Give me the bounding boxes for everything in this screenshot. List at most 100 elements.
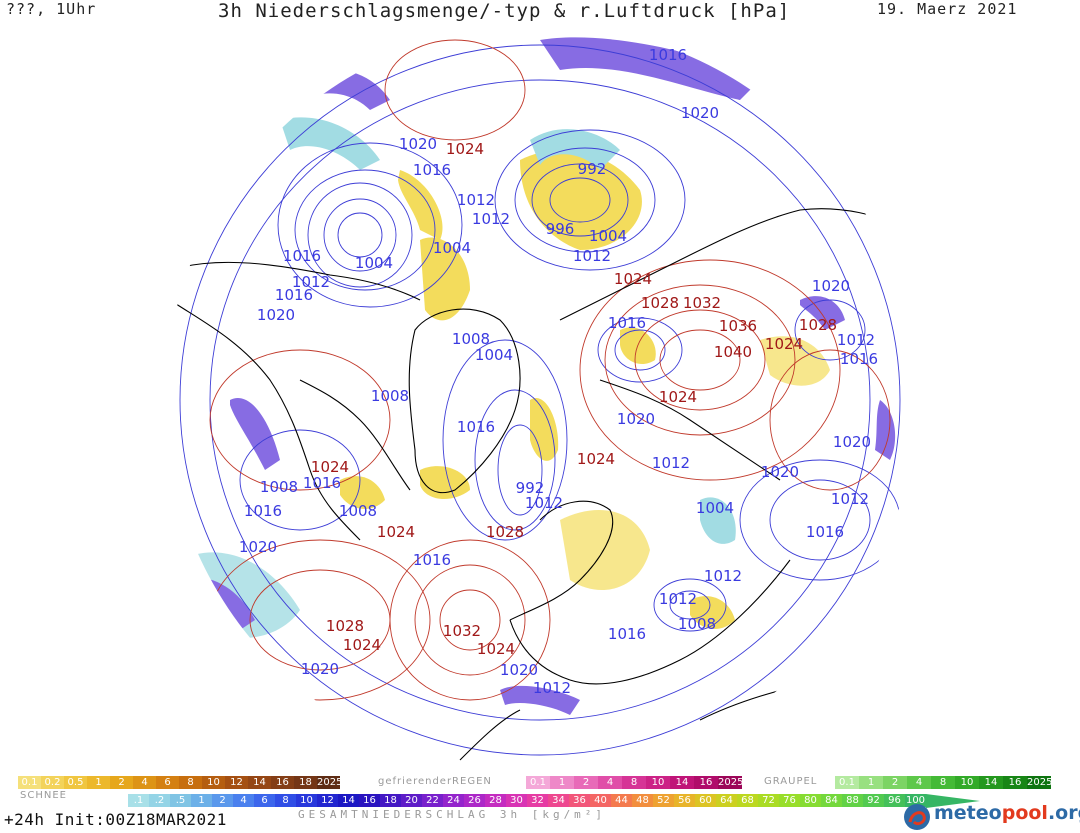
legend-cell: 4 — [233, 794, 254, 807]
legend-cell: 14 — [338, 794, 359, 807]
high-pressure-label: 1032 — [683, 294, 721, 312]
legend-cell: 64 — [716, 794, 737, 807]
legend-cell: 18 — [294, 776, 317, 789]
legend-cell: 2 — [574, 776, 598, 789]
low-pressure-label: 1012 — [457, 191, 495, 209]
legend-cell: 76 — [779, 794, 800, 807]
legend-cell: 18 — [380, 794, 401, 807]
low-pressure-label: 1020 — [399, 135, 437, 153]
high-pressure-label: 1024 — [765, 335, 803, 353]
legend-cell: 12 — [317, 794, 338, 807]
legend-cell: 24 — [443, 794, 464, 807]
meteopool-logo-icon — [904, 804, 930, 830]
legend-cell: 14 — [670, 776, 694, 789]
low-pressure-label: 1008 — [260, 478, 298, 496]
legend-cell: 26 — [464, 794, 485, 807]
legend-cell: .2 — [149, 794, 170, 807]
low-pressure-label: 1004 — [355, 254, 393, 272]
legend-total-scale: .1.2.5 1 2 4 6 8 10 12 14 16 18 20 22 24 26 28 30 32 34 36 4… — [128, 794, 926, 807]
high-pressure-label: 1028 — [641, 294, 679, 312]
low-pressure-label: 1020 — [833, 433, 871, 451]
legend-cell: 22 — [422, 794, 443, 807]
low-pressure-label: 1012 — [525, 494, 563, 512]
low-pressure-label: 992 — [578, 160, 607, 178]
legend-cell: 16 — [694, 776, 718, 789]
legend-cell: 16 — [1003, 776, 1027, 789]
low-pressure-label: 992 — [516, 479, 545, 497]
legend-cell: 32 — [527, 794, 548, 807]
low-pressure-label: 1012 — [659, 590, 697, 608]
low-pressure-label: 1012 — [472, 210, 510, 228]
legend-freezing-rain-tag: gefrierenderREGEN — [378, 776, 492, 787]
low-pressure-label: 1016 — [608, 314, 646, 332]
legend-cell: 40 — [590, 794, 611, 807]
isobar-layer — [179, 39, 901, 756]
low-pressure-label: 1016 — [244, 502, 282, 520]
low-pressure-label: 1020 — [617, 410, 655, 428]
legend-cell: 10 — [955, 776, 979, 789]
low-pressure-label: 1020 — [812, 277, 850, 295]
legend-cell: 6 — [156, 776, 179, 789]
legend-cell: 1 — [550, 776, 574, 789]
meteopool-logo[interactable]: meteopool.org — [900, 800, 1080, 833]
high-pressure-label: 1024 — [614, 270, 652, 288]
legend-cell: 10 — [646, 776, 670, 789]
low-pressure-label: 1012 — [652, 454, 690, 472]
legend-cell: 2025+ — [1027, 776, 1051, 789]
high-pressure-label: 1036 — [719, 317, 757, 335]
high-pressure-label: 1032 — [443, 622, 481, 640]
low-pressure-label: 1004 — [433, 239, 471, 257]
legend-cell: 30 — [506, 794, 527, 807]
low-pressure-label: 1012 — [573, 247, 611, 265]
legend-cell: 2 — [110, 776, 133, 789]
scale-arrow-icon — [926, 794, 980, 808]
legend-graupel-tag: GRAUPEL — [764, 776, 818, 787]
high-pressure-label: 1024 — [343, 636, 381, 654]
legend-cell: 52 — [653, 794, 674, 807]
low-pressure-label: 1008 — [452, 330, 490, 348]
low-pressure-label: 1016 — [303, 474, 341, 492]
low-pressure-label: 1008 — [339, 502, 377, 520]
legend-cell: 80 — [800, 794, 821, 807]
coastline-layer — [169, 208, 911, 761]
legend-cell: 10 — [296, 794, 317, 807]
low-pressure-label: 1012 — [704, 567, 742, 585]
low-pressure-label: 1012 — [533, 679, 571, 697]
legend-cell: 88 — [842, 794, 863, 807]
legend-cell: 68 — [737, 794, 758, 807]
legend-snow-tag: SCHNEE — [20, 790, 67, 801]
meteopool-logo-text: meteopool.org — [934, 802, 1080, 824]
low-pressure-label: 1004 — [696, 499, 734, 517]
legend-cell: 60 — [695, 794, 716, 807]
legend-cell: 12 — [225, 776, 248, 789]
legend-cell: 56 — [674, 794, 695, 807]
legend-cell: 4 — [133, 776, 156, 789]
legend-total-tag: GESAMTNIEDERSCHLAG 3h [kg/m²] — [298, 808, 607, 821]
high-pressure-label: 1024 — [377, 523, 415, 541]
legend-cell: 2 — [883, 776, 907, 789]
run-info: +24h Init:00Z18MAR2021 — [4, 810, 227, 829]
legend-cell: 0.1 — [835, 776, 859, 789]
valid-date: 19. Maerz 2021 — [877, 0, 1018, 18]
high-pressure-label: 1024 — [577, 450, 615, 468]
high-pressure-label: 1028 — [486, 523, 524, 541]
low-pressure-label: 1008 — [678, 615, 716, 633]
legend-cell: 16 — [359, 794, 380, 807]
legend-cell: 20 — [401, 794, 422, 807]
low-pressure-label: 1016 — [649, 46, 687, 64]
legend-cell: 8 — [931, 776, 955, 789]
high-pressure-label: 1024 — [659, 388, 697, 406]
legend-cell: 6 — [254, 794, 275, 807]
low-pressure-label: 1016 — [457, 418, 495, 436]
legend-cell: 2 — [212, 794, 233, 807]
legend-cell: 1 — [191, 794, 212, 807]
high-pressure-label: 1040 — [714, 343, 752, 361]
low-pressure-label: 996 — [546, 220, 575, 238]
legend-cell: 16 — [271, 776, 294, 789]
legend-cell: 84 — [821, 794, 842, 807]
high-pressure-label: 1028 — [799, 316, 837, 334]
legend-cell: 28 — [485, 794, 506, 807]
